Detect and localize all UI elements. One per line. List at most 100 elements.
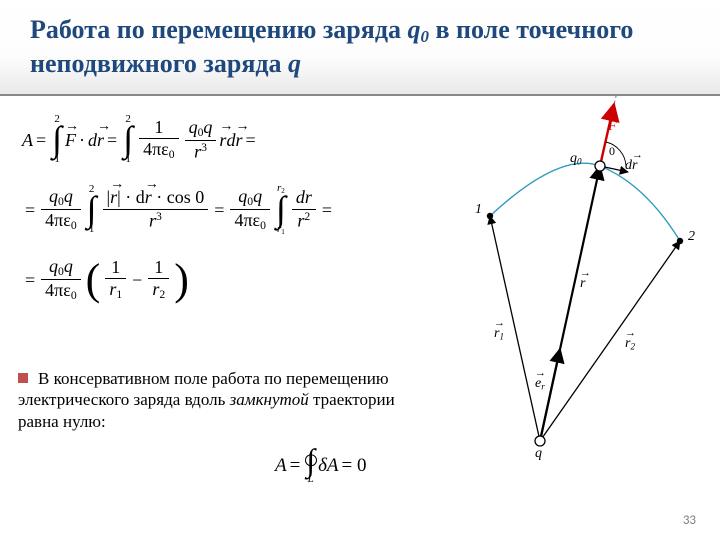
x: r1 — [105, 279, 126, 302]
eq1-f2-r3: 3 — [201, 141, 207, 154]
eq1-int1-lo: 1 — [54, 154, 60, 165]
eq1-F: F — [65, 131, 76, 149]
x: 1 — [89, 224, 95, 235]
eq-line-3: = q0q 4πε0 ( 1 r1 − 1 r2 ) — [22, 248, 382, 312]
eq1-int2: 2 ∫ 1 — [123, 114, 133, 165]
eq1-f1-den-t: 4πε — [143, 139, 169, 159]
diagram-label-r1: r1 — [494, 326, 504, 342]
x: q0q — [45, 256, 77, 279]
eq2-eq: = — [22, 201, 38, 219]
integral-icon: ∫ — [276, 195, 286, 224]
x: 1 — [499, 331, 504, 341]
x: δA — [318, 455, 338, 476]
eq1-dr: ddrr — [88, 131, 104, 149]
x: r — [541, 381, 545, 391]
vector-diagram: q q0 1 2 F dr 0 r r1 r2 er — [410, 96, 710, 466]
x: 1 — [107, 257, 124, 279]
x: 0 — [577, 156, 582, 166]
diagram-label-F: F — [608, 119, 617, 135]
x: 4πε0 — [230, 210, 270, 233]
eq3-minus: − — [129, 271, 145, 289]
cl-eq: = — [287, 455, 304, 477]
eq2-rhs: dr r2 — [292, 187, 316, 232]
diagram-node-q — [535, 436, 545, 446]
x: q — [49, 256, 58, 276]
x: q — [253, 186, 262, 206]
eq2-mid-num: |r| · dr · cos 0 — [103, 187, 209, 209]
x: q — [570, 151, 577, 166]
eq2-int2: r2 ∫ r1 — [276, 183, 286, 236]
x: r — [625, 336, 630, 352]
eq-line-2: = q0q 4πε0 2 ∫ 1 |r| · dr · cos 0 r3 = q… — [22, 178, 382, 242]
diagram-trajectory — [490, 163, 680, 241]
cl-zero: = 0 — [339, 455, 370, 477]
diagram-node-q0 — [595, 161, 605, 171]
x: r1 — [277, 224, 285, 236]
x: q0q — [234, 186, 266, 209]
diagram-label-r: r — [580, 276, 585, 292]
eq1-f2-qa: q — [189, 117, 198, 137]
x: F — [608, 119, 617, 135]
equation-block: A = 2 ∫ 1 F · ddrr = 2 ∫ 1 1 4πε0 q0q — [22, 108, 382, 318]
eq2-coef: q0q 4πε0 — [41, 186, 81, 233]
x: r — [494, 326, 499, 342]
x: q — [238, 186, 247, 206]
diagram-label-r2: r2 — [625, 336, 635, 352]
eq1-eq: = — [33, 131, 49, 149]
eq1-f1-num: 1 — [150, 117, 167, 139]
bullet-marker-icon — [18, 373, 28, 383]
page-number: 33 — [683, 513, 696, 528]
slide-title: Работа по перемещению заряда q0 в поле т… — [30, 14, 690, 80]
eq1-frac1: 1 4πε0 — [139, 117, 179, 163]
eq3-t1: 1 r1 — [105, 257, 126, 303]
eq1-int2-lo: 1 — [125, 154, 131, 165]
diagram-label-er: er — [535, 376, 545, 392]
diagram-label-2: 2 — [688, 229, 695, 245]
eq1-f2-qb: q — [203, 117, 212, 137]
x: 0 — [71, 289, 77, 302]
x: r — [580, 276, 585, 292]
x: 4πε — [45, 210, 71, 230]
x: dr — [292, 187, 316, 209]
diagram-node-2 — [677, 237, 683, 243]
diagram-label-q: q — [535, 446, 542, 462]
eq1-f2-den: r3 — [190, 141, 211, 163]
x: 0 — [260, 219, 266, 232]
eq2-mid-den: r3 — [145, 210, 166, 232]
diagram-label-1: 1 — [475, 202, 482, 218]
x: q — [64, 186, 73, 206]
x: 1 — [281, 228, 285, 236]
eq3-eq: = — [22, 271, 38, 289]
x: e — [535, 376, 541, 392]
eq2-int: 2 ∫ 1 — [87, 184, 97, 235]
closed-integral-eq: A = ∫ L δA = 0 — [275, 448, 370, 486]
eq1-frac2: q0q r3 — [185, 117, 217, 163]
x: 1 — [150, 257, 167, 279]
eq3-t2: 1 r2 — [148, 257, 169, 303]
eq1-f2-num: q0q — [185, 117, 217, 140]
eq1-f1-den: 4πε0 — [139, 139, 179, 162]
diagram-node-1 — [487, 212, 493, 218]
rparen-icon: ) — [172, 260, 191, 300]
integral-icon: ∫ — [87, 195, 97, 224]
eq1-f1-den-s: 0 — [169, 148, 175, 161]
eq-line-1: A = 2 ∫ 1 F · ddrr = 2 ∫ 1 1 4πε0 q0q — [22, 108, 382, 172]
integral-icon: ∫ — [52, 125, 62, 154]
closed-integral-icon: ∫ L — [306, 448, 315, 486]
x: 0 — [71, 219, 77, 232]
x: 4πε — [234, 210, 260, 230]
eq1-rv: r — [219, 131, 226, 149]
x: 1 — [116, 288, 122, 301]
content-area: A = 2 ∫ 1 F · ddrr = 2 ∫ 1 1 4πε0 q0q — [0, 96, 720, 540]
x: q — [64, 256, 73, 276]
eq1-A: A — [22, 131, 33, 149]
x: q — [49, 186, 58, 206]
eq3-paren: ( 1 r1 − 1 r2 ) — [84, 257, 191, 303]
diagram-svg — [410, 96, 710, 466]
cl-A: A — [275, 455, 287, 477]
x: 2 — [159, 288, 165, 301]
x: 2 — [304, 210, 310, 223]
bullet-em: замкнутой — [230, 390, 309, 409]
integral-icon: ∫ — [123, 125, 133, 154]
x: 2 — [630, 341, 635, 351]
